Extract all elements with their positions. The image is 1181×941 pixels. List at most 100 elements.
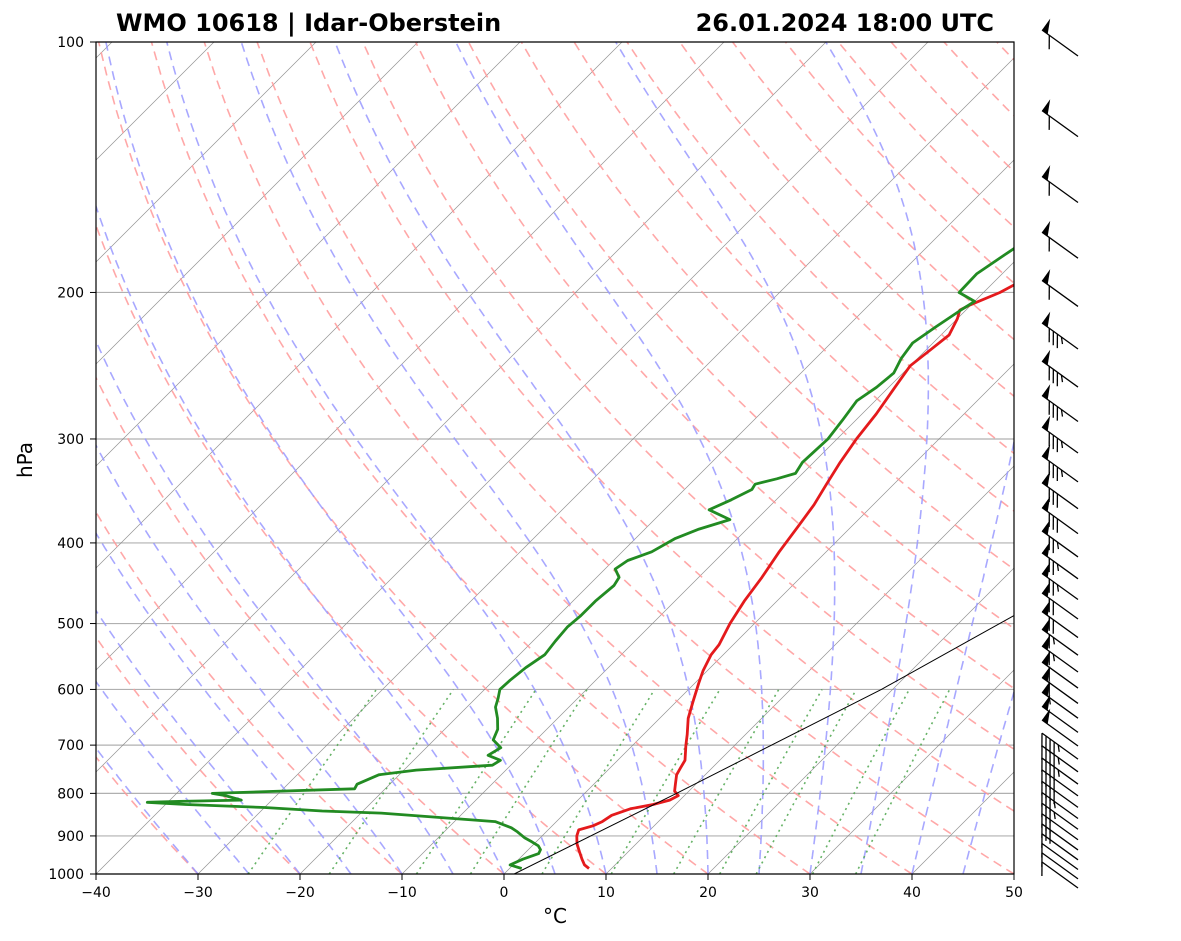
y-tick-label: 600 bbox=[57, 682, 84, 698]
parcel-profile bbox=[513, 614, 1014, 874]
moist-adiabat-line bbox=[962, 689, 1014, 874]
mixing-ratio-line bbox=[755, 689, 857, 874]
wind-barb bbox=[1041, 600, 1079, 639]
wind-barbs bbox=[1041, 18, 1079, 889]
mixing-ratio-line bbox=[610, 688, 721, 874]
dry-adiabat-line bbox=[96, 223, 607, 874]
isotherm-line bbox=[96, 42, 623, 569]
y-tick-label: 900 bbox=[57, 829, 84, 845]
x-tick-label: 10 bbox=[597, 885, 615, 901]
moist-adiabat-line bbox=[615, 42, 836, 874]
dry-adiabat-line bbox=[996, 42, 1014, 62]
wind-barb bbox=[1041, 220, 1079, 259]
moist-adiabat-line bbox=[455, 42, 765, 874]
wind-barb bbox=[1041, 769, 1079, 797]
moist-adiabat-line bbox=[911, 438, 1014, 874]
wind-barb bbox=[1041, 780, 1079, 808]
mixing-ratio-line bbox=[854, 689, 951, 874]
moist-adiabat-line bbox=[96, 746, 199, 874]
y-tick-label: 300 bbox=[57, 432, 84, 448]
mixing-ratio-line bbox=[415, 688, 537, 874]
isotherm-line bbox=[96, 42, 929, 874]
moist-adiabat-line bbox=[334, 42, 709, 874]
wind-barb bbox=[1041, 708, 1079, 747]
dry-adiabat-line bbox=[520, 42, 1014, 571]
wind-barb bbox=[1041, 541, 1079, 580]
moist-adiabat-line bbox=[96, 609, 301, 874]
moist-adiabat-line bbox=[96, 531, 352, 874]
wind-barb bbox=[1041, 444, 1079, 483]
mixing-ratio-line bbox=[718, 689, 823, 874]
y-axis-ticks: 100 200 300 400 500 600 700 800 900 1000 bbox=[48, 35, 96, 883]
isotherm-line bbox=[96, 42, 725, 671]
dry-adiabat-line bbox=[467, 42, 1014, 630]
isotherm-line bbox=[809, 669, 1014, 874]
y-tick-label: 500 bbox=[57, 617, 84, 633]
wind-barb bbox=[1041, 415, 1079, 454]
wind-barb bbox=[1041, 732, 1079, 760]
moist-adiabat-line bbox=[1013, 871, 1014, 874]
chart-title-time: 26.01.2024 18:00 UTC bbox=[696, 9, 994, 37]
sounding-profiles bbox=[145, 246, 1014, 874]
y-tick-label: 100 bbox=[57, 35, 84, 51]
dry-adiabat-line bbox=[203, 42, 913, 874]
moist-adiabat-line bbox=[105, 42, 556, 874]
mixing-ratio-lines bbox=[247, 688, 951, 874]
temperature-profile bbox=[575, 283, 1014, 870]
dewpoint-profile bbox=[145, 246, 1014, 870]
y-tick-label: 700 bbox=[57, 738, 84, 754]
dry-adiabat-line bbox=[96, 755, 199, 874]
wind-barb bbox=[1041, 617, 1079, 656]
dry-adiabat-line bbox=[1050, 42, 1181, 874]
isotherm-line bbox=[96, 42, 827, 773]
x-axis-ticks: −40 −30 −20 −10 0 10 20 30 40 50 bbox=[81, 874, 1023, 901]
x-tick-label: 40 bbox=[903, 885, 921, 901]
wind-barb bbox=[1041, 496, 1079, 535]
x-tick-label: −30 bbox=[183, 885, 213, 901]
x-tick-label: 20 bbox=[699, 885, 717, 901]
wind-barb bbox=[1041, 562, 1079, 600]
isotherm-lines bbox=[96, 42, 1014, 874]
mixing-ratio-line bbox=[247, 688, 378, 874]
isotherm-line bbox=[96, 42, 521, 467]
x-tick-label: −20 bbox=[285, 885, 315, 901]
plot-frame bbox=[95, 41, 1015, 875]
wind-barb bbox=[1041, 99, 1079, 138]
isotherm-line bbox=[96, 42, 317, 263]
wind-barb bbox=[1041, 634, 1079, 673]
moist-adiabat-line bbox=[96, 443, 403, 874]
moist-adiabat-line bbox=[166, 42, 607, 874]
isotherm-line bbox=[299, 159, 1014, 874]
x-tick-label: 50 bbox=[1005, 885, 1023, 901]
wind-barb bbox=[1041, 471, 1079, 510]
wind-barb bbox=[1041, 694, 1079, 733]
x-tick-label: 30 bbox=[801, 885, 819, 901]
dry-adiabat-line bbox=[1103, 42, 1181, 874]
y-tick-label: 400 bbox=[57, 536, 84, 552]
mixing-ratio-line bbox=[328, 688, 455, 874]
wind-barb bbox=[1041, 269, 1079, 307]
wind-barb bbox=[1041, 650, 1079, 689]
dry-adiabat-line bbox=[362, 42, 1014, 751]
wind-barb bbox=[1041, 349, 1079, 388]
y-tick-label: 800 bbox=[57, 786, 84, 802]
dry-adiabat-line bbox=[256, 42, 1014, 874]
isotherm-line bbox=[707, 567, 1014, 874]
dry-adiabat-line bbox=[96, 635, 301, 874]
moist-adiabat-line bbox=[96, 203, 505, 874]
x-tick-label: 0 bbox=[500, 885, 509, 901]
wind-barb bbox=[1041, 757, 1079, 785]
y-tick-label: 200 bbox=[57, 285, 84, 301]
wind-barb bbox=[1041, 581, 1079, 620]
wind-barb bbox=[1041, 813, 1079, 841]
plot-background bbox=[96, 42, 1014, 874]
moist-adiabat-lines bbox=[96, 42, 1014, 874]
isotherm-line bbox=[197, 57, 1014, 874]
moist-adiabat-line bbox=[96, 680, 250, 874]
y-axis-label: hPa bbox=[13, 442, 37, 478]
wind-barb bbox=[1041, 745, 1079, 773]
wind-barb bbox=[1041, 18, 1079, 57]
wind-barb bbox=[1041, 519, 1079, 558]
x-tick-label: −40 bbox=[81, 885, 111, 901]
